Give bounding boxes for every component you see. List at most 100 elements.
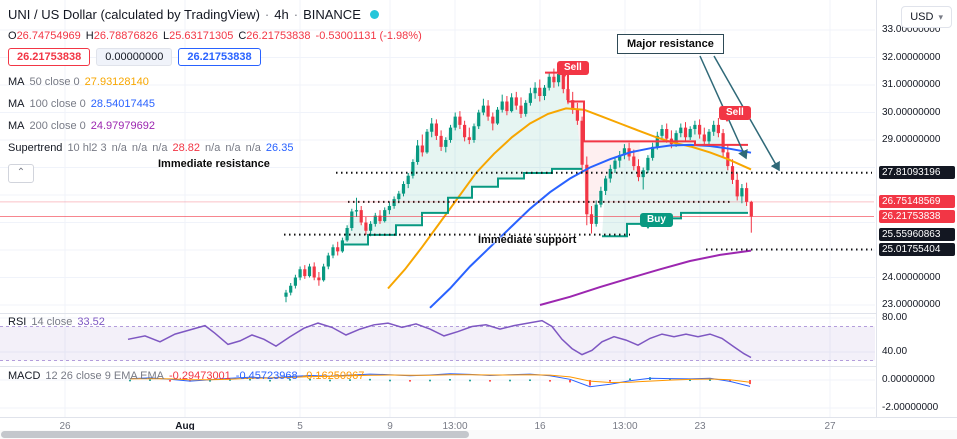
high-label: H: [85, 30, 94, 42]
indicator-value: n/a: [245, 142, 261, 154]
interval-label[interactable]: 4h: [274, 7, 289, 22]
major-resistance-callout[interactable]: Major resistance: [617, 34, 724, 54]
indicator-value: n/a: [131, 142, 148, 154]
macd-line[interactable]: [129, 373, 751, 388]
close-label: C: [238, 30, 247, 42]
price-badge-level[interactable]: 27.81093196: [879, 165, 955, 179]
price-badge-level[interactable]: 25.01755404: [879, 242, 955, 256]
collapse-legend-button[interactable]: ⌃: [8, 164, 34, 183]
indicator-value: 27.93128140: [84, 76, 149, 88]
indicator-axis-label: 0.00000000: [882, 374, 935, 385]
indicator-value: 28.54017445: [90, 98, 155, 110]
price-axis-label: 32.00000000: [882, 51, 941, 63]
macd-histogram-bar: [409, 380, 411, 382]
sell-marker-1[interactable]: Sell: [557, 61, 589, 77]
rsi-title[interactable]: RSI: [8, 316, 27, 328]
currency-dropdown[interactable]: USD ▾: [901, 6, 952, 28]
price-axis[interactable]: 33.00000000 32.00000000 31.00000000 30.0000…: [876, 0, 957, 417]
price-badge-level[interactable]: 25.55960863: [879, 227, 955, 241]
rsi-params: 14 close: [31, 316, 73, 328]
macd-histogram-bar: [569, 380, 571, 383]
macd-title[interactable]: MACD: [8, 370, 41, 382]
indicator-name: MA: [8, 76, 25, 88]
currency-label: USD: [910, 11, 934, 23]
time-axis[interactable]: 26 Aug 5 9 13:00 16 13:00 23 27: [0, 417, 957, 432]
macd-histogram-bar: [449, 379, 451, 381]
macd-legend: MACD 12 26 close 9 EMA EMA -0.29473001 -0…: [8, 370, 369, 382]
macd-params: 12 26 close 9 EMA EMA: [45, 370, 165, 382]
chevron-up-icon: ⌃: [16, 167, 26, 178]
macd-histogram-bar: [529, 379, 531, 382]
macd-histogram-bar: [489, 380, 491, 382]
indicator-name: Supertrend: [8, 142, 63, 154]
macd-histogram-bar: [629, 378, 631, 381]
macd-histogram-bar: [369, 378, 371, 381]
supertrend-up-line[interactable]: [342, 167, 582, 246]
macd-histogram-bar: [229, 379, 231, 381]
indicator-name: MA: [8, 98, 25, 110]
macd-value: -0.45723968: [235, 370, 298, 382]
candlestick-series: [284, 68, 753, 303]
symbol-title[interactable]: UNI / US Dollar (calculated by TradingVi…: [8, 7, 260, 22]
spread-value: 0.00000000: [96, 48, 173, 66]
macd-histogram-bar: [689, 379, 691, 382]
macd-histogram-bar: [169, 380, 171, 382]
time-axis-label: 13:00: [442, 421, 468, 432]
indicator-legend-row[interactable]: MA 50 close 0 27.93128140: [8, 76, 149, 88]
macd-histogram-bar: [129, 379, 131, 382]
indicator-params: 200 close 0: [29, 120, 86, 132]
low-value: 25.63171305: [169, 30, 234, 42]
market-status-icon[interactable]: [369, 10, 379, 19]
macd-signal-line[interactable]: [129, 374, 751, 384]
indicator-value: 28.82: [172, 142, 201, 154]
rsi-band: [0, 326, 875, 361]
immediate-resistance-label[interactable]: Immediate resistance: [158, 158, 270, 170]
time-axis-label: 26: [59, 421, 71, 432]
macd-histogram-bar: [329, 379, 331, 382]
rsi-line[interactable]: [127, 319, 752, 359]
exchange-label[interactable]: BINANCE: [303, 7, 361, 22]
supertrend-fill: [342, 74, 582, 245]
macd-histogram-bar: [309, 378, 311, 381]
indicator-legend-row[interactable]: Supertrend 10 hl2 3 n/a n/a n/a 28.82 n/a n/a n/…: [8, 142, 293, 154]
indicator-value: n/a: [111, 142, 127, 154]
indicator-axis-label: 80.00: [882, 312, 908, 323]
macd-histogram-bar: [469, 379, 471, 382]
indicator-params: 10 hl2 3: [67, 142, 107, 154]
time-axis-label: 23: [694, 421, 706, 432]
macd-histogram-bar: [589, 380, 591, 386]
pane-separator-macd[interactable]: [0, 366, 876, 367]
sell-marker-2[interactable]: Sell: [719, 106, 751, 122]
macd-histogram-bar: [209, 380, 211, 382]
macd-histogram-bar: [149, 379, 151, 381]
price-badge-alert[interactable]: 26.21753838: [879, 209, 955, 223]
price-badge-alert[interactable]: 26.75148569: [879, 194, 955, 208]
ohlc-row: O26.74754969 H26.78876826 L25.63171305 C…: [8, 30, 422, 42]
indicator-name: MA: [8, 120, 25, 132]
macd-histogram-bar: [509, 379, 511, 382]
rsi-legend: RSI 14 close 33.52: [8, 316, 105, 328]
sell-price-button[interactable]: 26.21753838: [8, 48, 91, 66]
buy-price-button[interactable]: 26.21753838: [178, 48, 261, 66]
macd-histogram-bar: [349, 379, 351, 381]
horizontal-scrollbar-track[interactable]: [0, 430, 957, 439]
indicator-legend-row[interactable]: MA 100 close 0 28.54017445: [8, 98, 155, 110]
horizontal-scrollbar-thumb[interactable]: [1, 431, 469, 438]
buy-marker[interactable]: Buy: [640, 213, 673, 229]
indicator-axis-label: -2.00000000: [882, 402, 939, 413]
immediate-support-label[interactable]: Immediate support: [478, 234, 577, 246]
indicator-params: 100 close 0: [29, 98, 86, 110]
supertrend-down-line[interactable]: [545, 71, 748, 146]
macd-histogram-bar: [289, 379, 291, 381]
price-axis-label: 29.00000000: [882, 134, 941, 145]
ma200-line[interactable]: [539, 249, 752, 306]
open-label: O: [8, 30, 17, 42]
symbol-legend: UNI / US Dollar (calculated by TradingVi…: [8, 7, 379, 22]
pane-separator-rsi[interactable]: [0, 313, 876, 314]
indicator-axis-label: 40.00: [882, 346, 908, 357]
time-axis-label: 13:00: [612, 421, 638, 432]
indicator-legend-row[interactable]: MA 200 close 0 24.97979692: [8, 120, 155, 132]
time-axis-label: 27: [824, 421, 836, 432]
